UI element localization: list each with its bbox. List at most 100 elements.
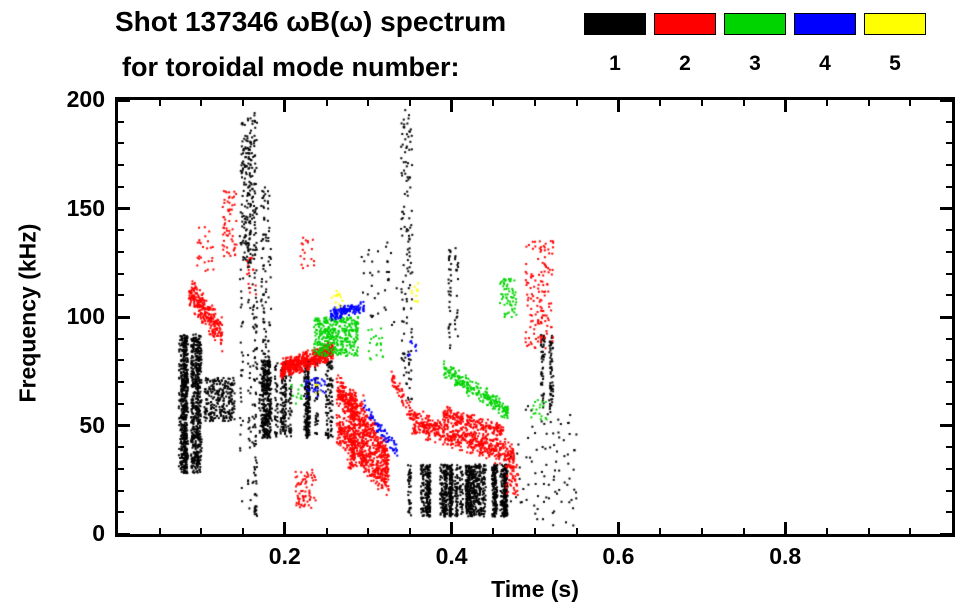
legend-label-mode-5: 5 [889, 52, 901, 75]
x-minor-tick [742, 528, 745, 534]
y-axis-label: Frequency (kHz) [14, 223, 41, 403]
y-minor-tick [118, 467, 124, 470]
x-minor-tick [659, 528, 662, 534]
x-minor-tick [158, 528, 161, 534]
x-minor-tick [867, 528, 870, 534]
y-tick-label: 100 [66, 303, 105, 329]
y-major-tick [940, 207, 952, 210]
x-major-tick [283, 522, 287, 534]
legend-labels: 1 2 3 4 5 [584, 52, 926, 76]
x-minor-tick [909, 100, 912, 106]
legend-swatch-mode-4 [794, 13, 856, 35]
x-minor-tick [700, 528, 703, 534]
y-tick-label: 150 [66, 194, 105, 221]
x-minor-tick [408, 528, 411, 534]
x-minor-tick [534, 528, 536, 534]
y-major-tick [940, 98, 952, 102]
y-major-tick [940, 424, 952, 427]
y-minor-tick [946, 142, 952, 145]
y-minor-tick [118, 185, 124, 188]
x-major-tick [450, 100, 454, 112]
y-minor-tick [118, 446, 124, 449]
y-major-tick [118, 207, 130, 210]
y-minor-tick [118, 294, 124, 297]
x-minor-tick [367, 100, 370, 106]
x-tick-label: 0.8 [769, 543, 802, 569]
y-minor-tick [946, 489, 952, 492]
x-tick-label: 0.2 [268, 543, 301, 569]
y-minor-tick [118, 381, 124, 384]
y-minor-tick [946, 272, 952, 275]
x-minor-tick [534, 100, 536, 106]
x-axis-label: Time (s) [491, 576, 579, 602]
y-minor-tick [118, 164, 124, 167]
x-minor-tick [825, 100, 828, 106]
y-minor-tick [118, 250, 124, 253]
x-minor-tick [742, 100, 745, 106]
legend-swatch-mode-2 [654, 13, 716, 35]
x-minor-tick [242, 100, 245, 106]
legend-swatches [584, 13, 926, 35]
x-major-tick [283, 100, 287, 112]
x-major-tick [450, 522, 454, 534]
y-tick-label: 50 [79, 411, 105, 438]
y-minor-tick [946, 381, 952, 384]
x-minor-tick [158, 100, 161, 106]
y-minor-tick [118, 511, 124, 514]
y-tick-label: 200 [66, 86, 105, 112]
y-major-tick [118, 424, 130, 427]
y-minor-tick [118, 229, 124, 232]
y-minor-tick [118, 489, 124, 492]
y-minor-tick [118, 337, 124, 340]
y-minor-tick [946, 446, 952, 449]
y-tick-label: 0 [92, 520, 105, 546]
y-minor-tick [118, 272, 124, 275]
x-minor-tick [367, 528, 370, 534]
y-minor-tick [946, 294, 952, 297]
y-minor-tick [118, 402, 124, 405]
x-major-tick [783, 522, 787, 534]
y-major-tick [118, 532, 130, 536]
y-minor-tick [946, 511, 952, 514]
x-minor-tick [242, 528, 245, 534]
y-minor-tick [946, 337, 952, 340]
y-major-tick [118, 315, 130, 319]
y-minor-tick [946, 120, 952, 123]
x-minor-tick [325, 528, 328, 534]
x-tick-label: 0.4 [435, 543, 468, 569]
legend-swatch-mode-3 [724, 13, 786, 35]
x-minor-tick [867, 100, 870, 106]
x-minor-tick [700, 100, 703, 106]
x-minor-tick [492, 528, 495, 534]
legend-swatch-mode-1 [584, 13, 646, 35]
legend-swatch-mode-5 [864, 13, 926, 35]
x-minor-tick [659, 100, 662, 106]
y-minor-tick [946, 250, 952, 253]
legend-label-mode-4: 4 [819, 52, 831, 75]
y-minor-tick [946, 402, 952, 405]
y-minor-tick [118, 359, 124, 362]
plot-area [115, 97, 955, 537]
y-minor-tick [946, 467, 952, 470]
x-major-tick [616, 522, 620, 534]
x-minor-tick [200, 528, 203, 534]
chart-title: Shot 137346 ωB(ω) spectrum [115, 6, 507, 37]
x-major-tick [616, 100, 620, 112]
x-minor-tick [575, 100, 578, 106]
legend-label-mode-3: 3 [749, 52, 761, 75]
y-minor-tick [118, 142, 124, 145]
y-major-tick [940, 315, 952, 319]
y-minor-tick [946, 185, 952, 188]
scatter-canvas [118, 100, 952, 534]
x-tick-label: 0.6 [602, 543, 635, 569]
x-minor-tick [909, 528, 912, 534]
y-minor-tick [946, 229, 952, 232]
y-minor-tick [118, 120, 124, 123]
y-minor-tick [946, 164, 952, 167]
x-minor-tick [325, 100, 328, 106]
x-minor-tick [575, 528, 578, 534]
legend-label-mode-2: 2 [679, 52, 691, 75]
x-minor-tick [408, 100, 411, 106]
y-major-tick [940, 532, 952, 536]
